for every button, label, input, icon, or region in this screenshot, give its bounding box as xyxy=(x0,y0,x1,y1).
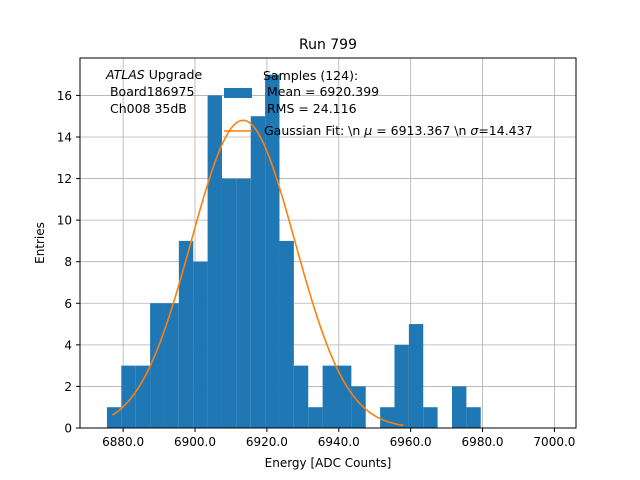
histogram-bar-10 xyxy=(250,116,266,429)
legend-samples-mean: Mean = 6920.399 xyxy=(263,84,379,99)
x-tick-label-2: 6920.0 xyxy=(246,435,288,449)
y-tick-label-4: 8 xyxy=(64,255,72,269)
histogram-bar-0 xyxy=(106,407,122,428)
x-tick-label-5: 6980.0 xyxy=(462,435,504,449)
histogram-bar-6 xyxy=(193,261,208,428)
atlas-annotation: ATLAS Upgrade Board186975 Ch008 35dB xyxy=(105,67,202,116)
annotation-line-3: Ch008 35dB xyxy=(106,101,187,116)
annotation-line-1: ATLAS Upgrade xyxy=(105,67,202,82)
legend-fit-label: Gaussian Fit: \n μ = 6913.367 \n σ=14.43… xyxy=(264,123,533,138)
histogram-bar-5 xyxy=(178,240,194,428)
chart-title: Run 799 xyxy=(299,37,357,53)
x-tick-label-3: 6940.0 xyxy=(318,435,360,449)
legend-fit-suffix: =14.437 xyxy=(478,123,532,138)
y-axis-label: Entries xyxy=(33,222,47,264)
annotation-line-2: Board186975 xyxy=(106,84,194,99)
histogram-bar-1 xyxy=(121,365,136,428)
y-tick-label-0: 0 xyxy=(64,422,72,436)
legend-samples-rms: RMS = 24.116 xyxy=(263,101,357,116)
histogram-bar-8 xyxy=(221,178,237,428)
histogram-bar-13 xyxy=(293,365,309,428)
y-tick-label-6: 12 xyxy=(57,172,72,186)
histogram-bar-14 xyxy=(308,407,323,428)
y-tick-label-2: 4 xyxy=(64,338,72,352)
histogram-bar-7 xyxy=(207,95,222,428)
y-tick-label-1: 2 xyxy=(64,380,72,394)
histogram-bar-2 xyxy=(135,365,151,428)
x-tick-label-1: 6900.0 xyxy=(174,435,216,449)
histogram-bar-25 xyxy=(466,407,481,428)
histogram-bar-11 xyxy=(265,74,280,428)
annotation-upgrade: Upgrade xyxy=(145,67,203,82)
y-tick-label-7: 14 xyxy=(57,130,72,144)
legend-fit-prefix: Gaussian Fit: \n xyxy=(264,123,364,138)
histogram-bar-19 xyxy=(380,407,395,428)
axis-ticks: 6880.0 6900.0 6920.0 6940.0 6960.0 6980.0 7000… xyxy=(57,89,576,449)
x-tick-label-6: 7000.0 xyxy=(533,435,575,449)
legend-fit-sigma: σ xyxy=(470,123,479,138)
histogram-bars xyxy=(106,74,481,429)
histogram-bar-16 xyxy=(336,365,352,428)
histogram-bar-9 xyxy=(236,178,251,428)
histogram-bar-22 xyxy=(423,407,438,428)
histogram-bar-15 xyxy=(322,365,337,428)
histogram-bar-4 xyxy=(164,303,179,428)
y-tick-label-8: 16 xyxy=(57,89,72,103)
histogram-bar-12 xyxy=(279,240,294,428)
gaussian-fit-curve xyxy=(111,119,404,427)
legend-samples-swatch xyxy=(224,88,252,98)
histogram-bar-24 xyxy=(452,386,467,428)
legend-samples-title: Samples (124): xyxy=(263,68,358,83)
gaussian-fit xyxy=(111,119,404,427)
legend-fit-middle: = 6913.367 \n xyxy=(372,123,470,138)
axes-frame xyxy=(79,57,577,429)
y-tick-label-5: 10 xyxy=(57,214,72,228)
y-tick-label-3: 6 xyxy=(64,297,72,311)
annotation-atlas: ATLAS xyxy=(105,67,145,82)
x-tick-label-0: 6880.0 xyxy=(102,435,144,449)
x-tick-label-4: 6960.0 xyxy=(390,435,432,449)
legend: Samples (124): Mean = 6920.399 RMS = 24.… xyxy=(224,68,533,138)
legend-fit-mu: μ xyxy=(363,123,372,138)
histogram-bar-21 xyxy=(408,324,424,428)
x-axis-label: Energy [ADC Counts] xyxy=(265,456,392,470)
histogram-bar-20 xyxy=(394,344,409,428)
histogram-bar-3 xyxy=(150,303,165,428)
